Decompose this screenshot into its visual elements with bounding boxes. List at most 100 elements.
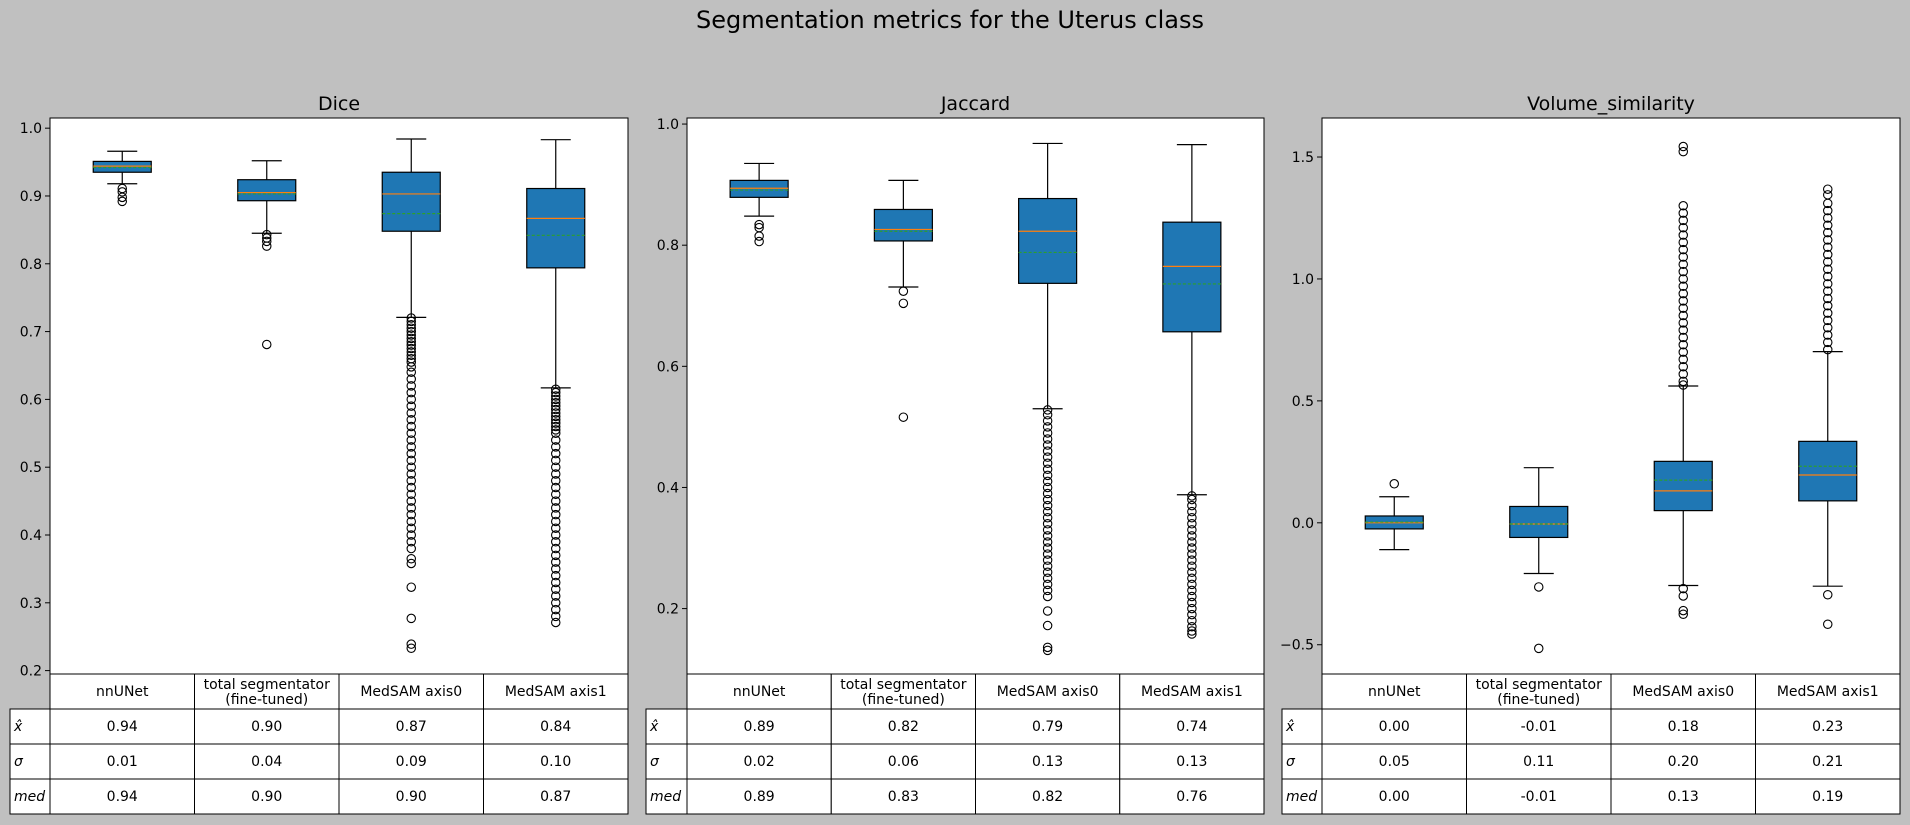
- box-4: [526, 139, 586, 628]
- outlier-point: [406, 381, 416, 391]
- outlier-point: [406, 537, 416, 547]
- outlier-point: [550, 421, 561, 432]
- outlier-point: [550, 394, 561, 405]
- table-row-label: x̂: [1285, 719, 1295, 735]
- outlier-point: [550, 455, 561, 466]
- outlier-point: [1187, 531, 1197, 541]
- table-cell: [483, 708, 629, 745]
- outlier-point: [550, 617, 561, 628]
- y-tick-label: 0.7: [20, 325, 42, 341]
- outlier-point: [550, 448, 561, 459]
- outlier-point: [550, 384, 561, 394]
- table-cell-value: 0.90: [251, 719, 282, 735]
- outlier-point: [1042, 512, 1053, 523]
- box-1: [729, 162, 789, 247]
- outlier-point: [550, 591, 561, 601]
- y-tick-label: 0.4: [657, 480, 679, 496]
- outlier-point: [406, 320, 416, 330]
- outlier-point: [550, 570, 561, 581]
- table-cell: [1466, 743, 1612, 780]
- table-column-header: MedSAM axis0: [360, 684, 462, 700]
- outlier-point: [1187, 555, 1197, 565]
- iqr-box: [92, 160, 152, 173]
- table-cell-value: 0.21: [1812, 754, 1843, 770]
- table-cell: [1466, 708, 1612, 745]
- table-column-header: nnUNet: [96, 684, 149, 700]
- y-tick-label: 0.2: [657, 602, 679, 618]
- outlier-point: [1042, 620, 1053, 631]
- y-tick-label: −0.5: [1280, 638, 1314, 654]
- outlier-point: [1678, 609, 1689, 620]
- outlier-point: [1678, 230, 1689, 240]
- table-cell-value: 0.90: [396, 789, 427, 805]
- table-cell-value: 0.02: [744, 754, 775, 770]
- iqr-box: [1162, 221, 1222, 333]
- table-cell-value: 0.87: [396, 719, 427, 735]
- outlier-point: [1678, 215, 1689, 226]
- table-header-cell: [338, 673, 484, 710]
- outlier-point: [1823, 205, 1833, 216]
- outlier-point: [1678, 583, 1689, 594]
- outlier-point: [1187, 549, 1197, 559]
- table-cell: [1610, 708, 1756, 745]
- outlier-point: [1678, 244, 1689, 255]
- outlier-point: [550, 509, 561, 520]
- outlier-point: [406, 643, 416, 653]
- outlier-point: [1042, 561, 1053, 571]
- outlier-point: [1823, 619, 1833, 630]
- table-cell-value: 0.13: [1668, 789, 1699, 805]
- table-column-header: nnUNet: [1368, 684, 1421, 700]
- outlier-point: [754, 219, 764, 230]
- table-cell: [686, 778, 832, 815]
- outlier-point: [406, 333, 416, 344]
- outlier-point: [406, 347, 416, 357]
- table-column-header-line: MedSAM axis0: [360, 684, 462, 700]
- table-cell-value: 0.87: [540, 789, 571, 805]
- table-cell-value: 0.13: [1032, 754, 1063, 770]
- table-column-header-line: nnUNet: [96, 684, 149, 700]
- table-cell-value: -0.01: [1521, 719, 1557, 735]
- table-row-label-cell: [9, 708, 51, 745]
- outlier-point: [550, 496, 561, 506]
- table-cell-value: 0.23: [1812, 719, 1843, 735]
- table-column-header-line: total segmentator: [204, 677, 331, 693]
- outlier-point: [1534, 643, 1544, 654]
- table-cell: [1755, 708, 1901, 745]
- outlier-point: [550, 489, 561, 500]
- outlier-point: [1823, 337, 1833, 348]
- table-column-header-line: (fine-tuned): [1497, 692, 1580, 708]
- outlier-point: [406, 323, 416, 333]
- outlier-point: [406, 435, 416, 445]
- outlier-point: [406, 374, 416, 384]
- outlier-point: [406, 553, 416, 564]
- outlier-point: [550, 401, 561, 411]
- outlier-point: [1042, 428, 1053, 438]
- table-cell: [830, 708, 976, 745]
- outlier-point: [1823, 184, 1833, 194]
- outlier-point: [1678, 208, 1689, 218]
- outlier-point: [406, 503, 416, 513]
- outlier-point: [406, 330, 416, 340]
- outlier-point: [406, 408, 416, 418]
- outlier-point: [1042, 458, 1053, 468]
- outlier-point: [1678, 201, 1689, 211]
- outlier-point: [1678, 274, 1689, 284]
- table-cell-value: 0.90: [251, 789, 282, 805]
- outlier-point: [406, 530, 416, 540]
- table-column-header: total segmentator (fine-tuned): [204, 677, 331, 708]
- outlier-point: [1187, 512, 1197, 523]
- outlier-point: [1823, 242, 1833, 252]
- outlier-point: [1187, 603, 1197, 614]
- outlier-point: [550, 387, 561, 398]
- outlier-point: [1823, 286, 1833, 296]
- box-3: [1653, 141, 1713, 620]
- table-cell-value: 0.82: [1032, 789, 1063, 805]
- table-header-cell: [1610, 673, 1756, 710]
- table-cell-value: 0.19: [1812, 789, 1843, 805]
- box-4: [1162, 144, 1222, 639]
- table-row-label-cell: [1281, 743, 1323, 780]
- table-column-header: nnUNet: [733, 684, 786, 700]
- outlier-point: [1678, 347, 1689, 357]
- table-cell: [194, 743, 340, 780]
- outlier-point: [550, 598, 561, 608]
